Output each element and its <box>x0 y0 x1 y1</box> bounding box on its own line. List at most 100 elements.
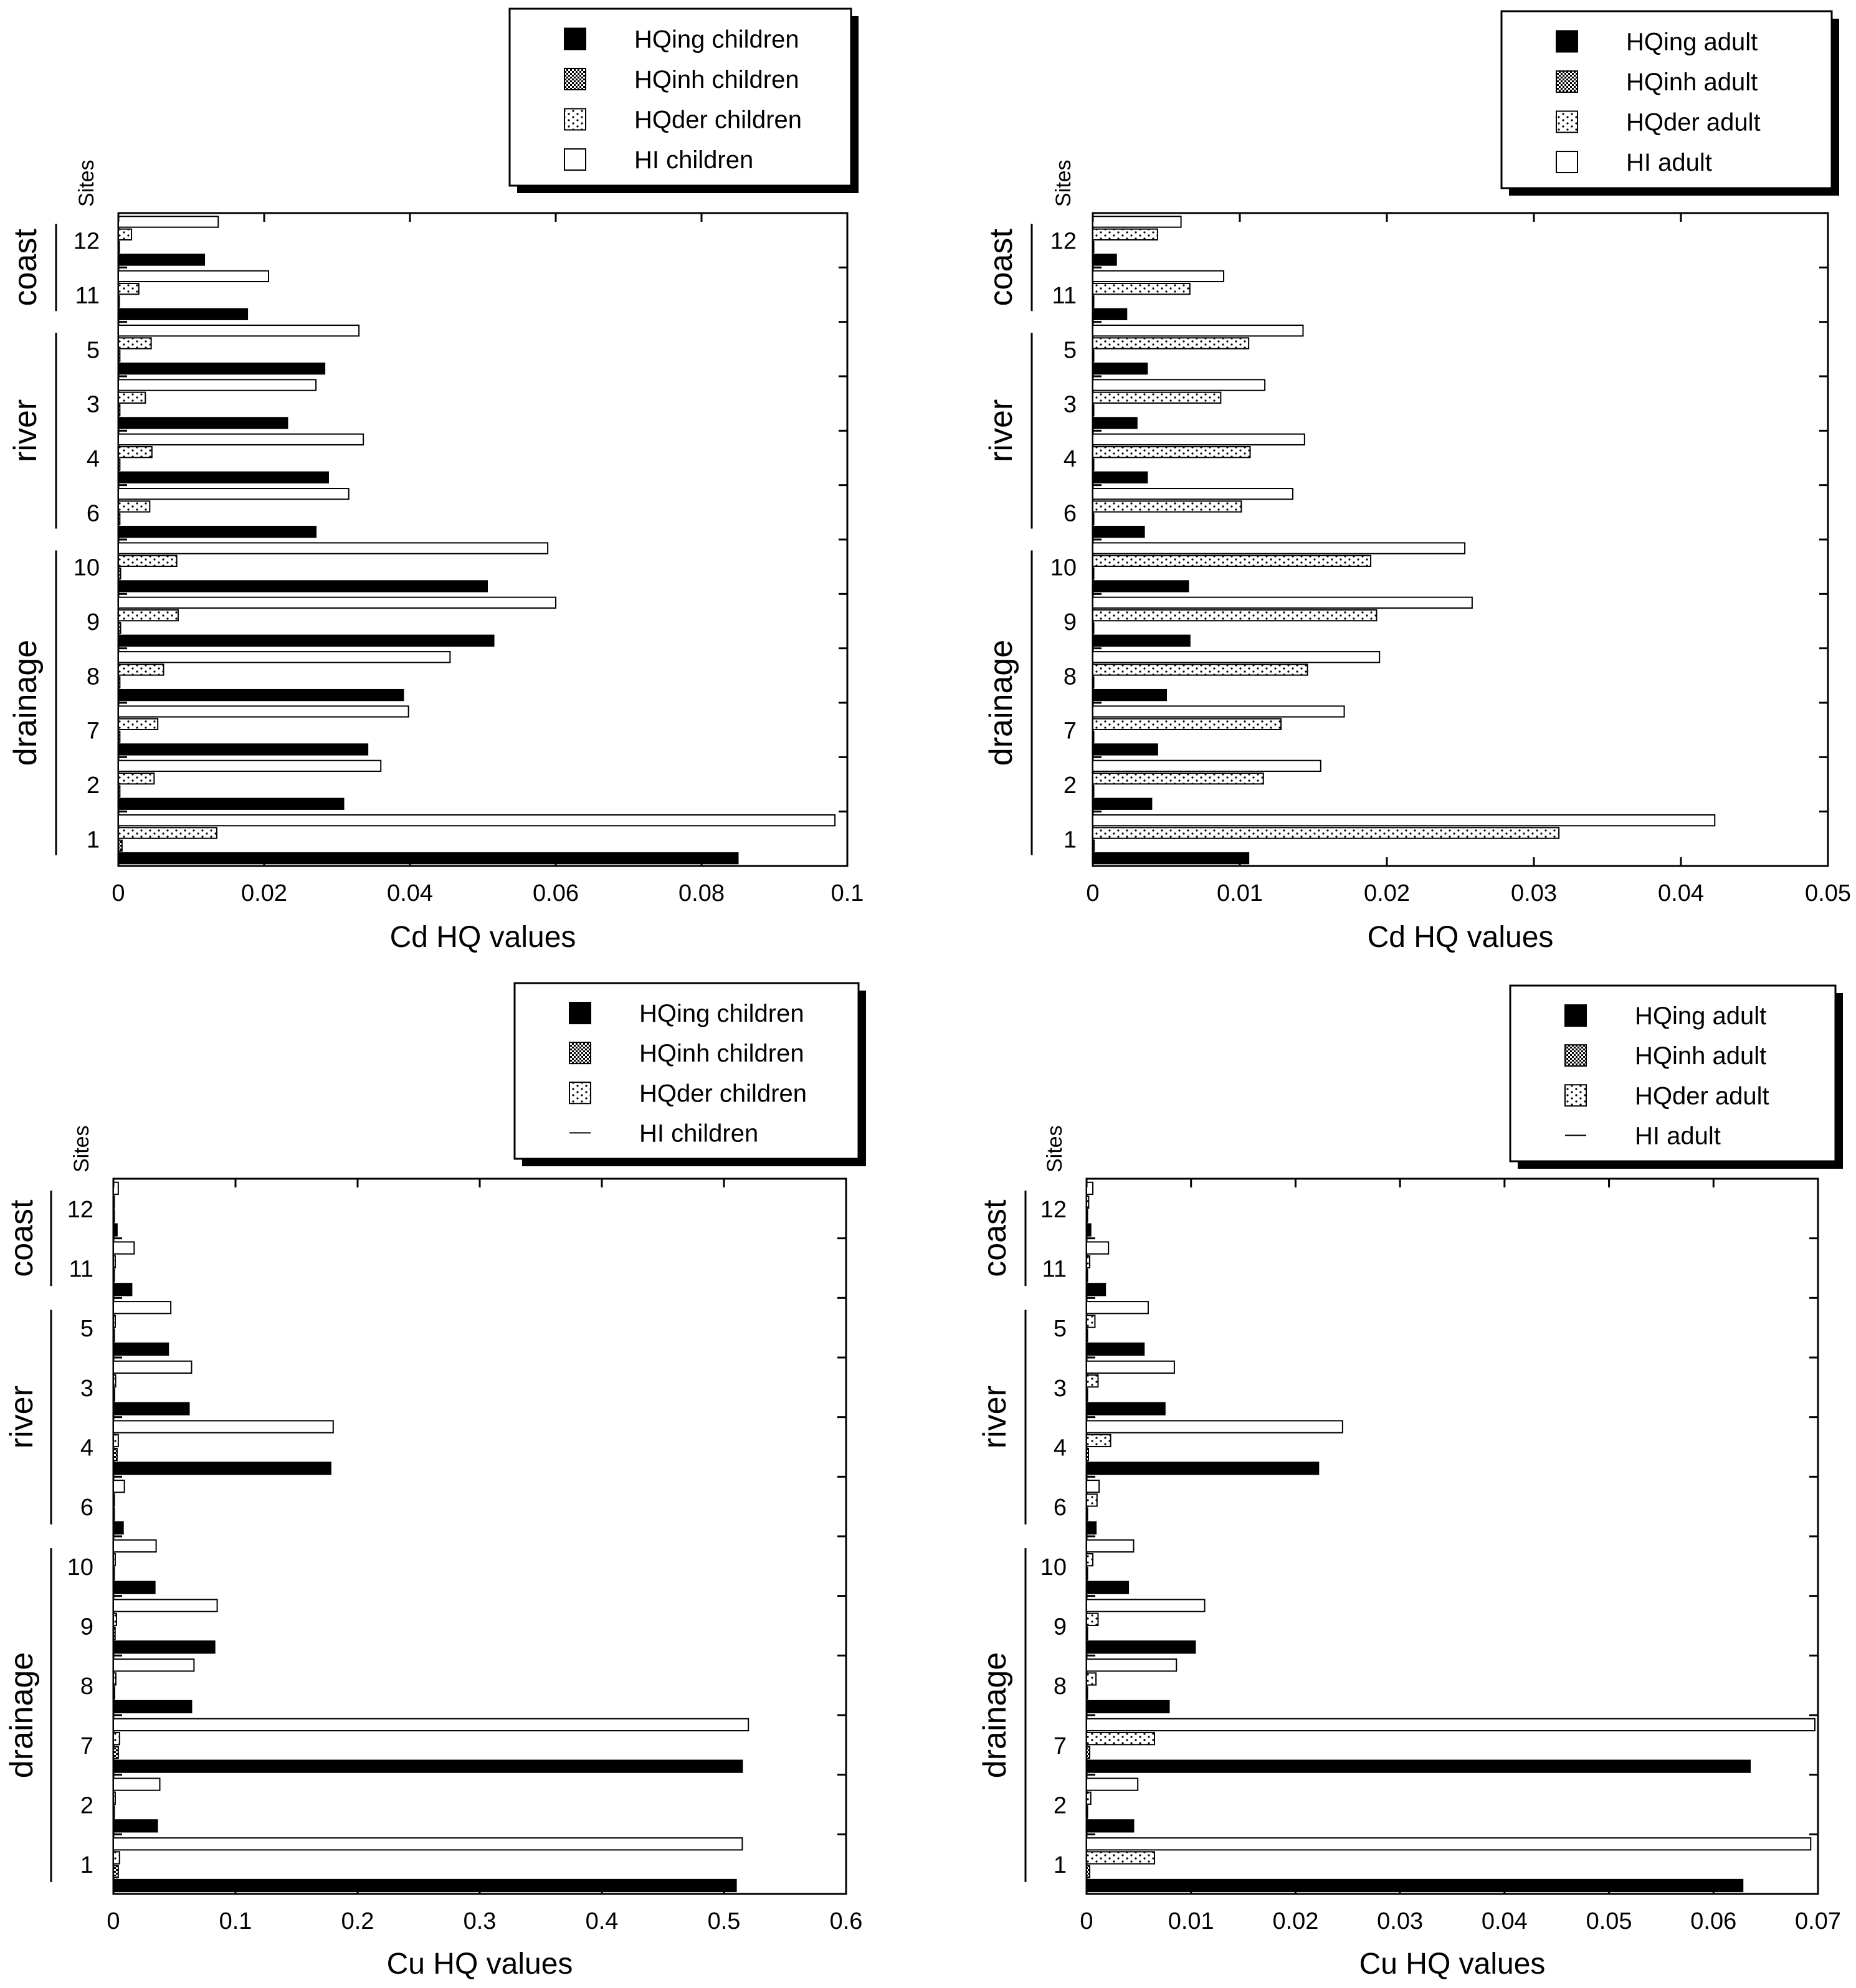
bar-dense-site-12 <box>1092 240 1095 254</box>
x-tick-label: 0.03 <box>1511 880 1557 906</box>
legend-label: HQing adult <box>1635 1002 1766 1030</box>
site-label-6: 6 <box>1054 1495 1067 1521</box>
bar-dense-site-6 <box>113 1507 115 1521</box>
bar-solid-site-4 <box>1086 1462 1320 1475</box>
site-label-5: 5 <box>80 1316 93 1342</box>
bar-dots-site-8 <box>1092 663 1308 676</box>
bar-solid-site-12 <box>1092 254 1117 266</box>
bar-solid-site-1 <box>1086 1878 1744 1893</box>
site-label-8: 8 <box>80 1673 93 1700</box>
bar-solid-site-2 <box>1086 1819 1135 1833</box>
bar-dots-site-6 <box>1086 1493 1098 1507</box>
bar-dense-site-10 <box>1092 567 1095 580</box>
bar-dots-site-2 <box>113 1791 116 1805</box>
x-axis-title: Cu HQ values <box>1359 1948 1546 1981</box>
legend-swatch-dots <box>569 1082 591 1105</box>
bar-solid-site-9 <box>1092 634 1191 647</box>
bar-dots-site-2 <box>118 773 155 785</box>
x-tick-label: 0.5 <box>708 1908 741 1934</box>
bar-dots-site-8 <box>118 663 164 676</box>
bar-dense-site-2 <box>1092 785 1095 797</box>
site-label-2: 2 <box>87 773 100 799</box>
bar-dense-site-9 <box>1086 1626 1088 1640</box>
bar-dense-site-12 <box>113 1209 115 1223</box>
bar-solid-site-11 <box>118 308 249 320</box>
x-tick-label: 0.4 <box>586 1908 619 1934</box>
bar-dots-site-12 <box>113 1196 115 1209</box>
bar-solid-site-11 <box>1092 308 1128 320</box>
bar-dots-site-9 <box>118 609 179 622</box>
site-label-8: 8 <box>87 663 100 690</box>
y-axis-title: Sites <box>1043 1125 1067 1172</box>
bar-dots-site-5 <box>1086 1315 1096 1328</box>
bar-dots-site-2 <box>1086 1791 1092 1805</box>
bar-dots-site-6 <box>1092 500 1242 513</box>
legend-label: HI adult <box>1626 149 1712 176</box>
bar-dots-site-11 <box>1092 283 1191 295</box>
bar-open-site-12 <box>1092 216 1182 228</box>
bar-solid-site-3 <box>1092 417 1138 429</box>
bar-dense-site-3 <box>113 1388 115 1402</box>
x-tick-label: 0.6 <box>830 1908 863 1934</box>
site-label-10: 10 <box>74 555 100 581</box>
bar-solid-site-1 <box>113 1878 737 1893</box>
x-tick-label: 0.06 <box>533 880 579 906</box>
bar-dots-site-9 <box>1092 609 1378 622</box>
x-axis-title: Cu HQ values <box>387 1948 573 1981</box>
site-label-4: 4 <box>87 446 100 472</box>
bar-solid-site-3 <box>118 417 288 429</box>
legend-swatch-dense <box>569 1042 591 1065</box>
bar-solid-site-10 <box>1092 580 1189 592</box>
site-label-11: 11 <box>69 1257 93 1283</box>
bar-open-site-7 <box>1086 1718 1816 1732</box>
bar-open-site-9 <box>113 1599 218 1612</box>
legend-label: HQinh children <box>639 1040 804 1067</box>
legend-swatch-solid <box>1556 30 1578 53</box>
site-label-9: 9 <box>80 1614 93 1640</box>
legend-label: HQder children <box>639 1080 807 1107</box>
bar-dense-site-9 <box>113 1626 116 1640</box>
bar-open-site-9 <box>1092 596 1473 609</box>
bar-dense-site-1 <box>118 839 123 852</box>
bar-open-site-1 <box>1092 814 1716 827</box>
site-label-12: 12 <box>74 229 100 255</box>
site-label-5: 5 <box>1064 337 1077 363</box>
site-label-12: 12 <box>1050 229 1077 255</box>
bar-open-site-7 <box>1092 705 1345 718</box>
site-label-2: 2 <box>1064 773 1077 799</box>
site-label-7: 7 <box>1064 718 1077 744</box>
bar-solid-site-2 <box>118 797 345 810</box>
x-tick-label: 0 <box>112 880 125 906</box>
bar-dots-site-7 <box>1086 1732 1156 1746</box>
bar-dots-site-10 <box>1086 1553 1094 1567</box>
bar-dense-site-4 <box>118 459 121 471</box>
bar-open-site-1 <box>113 1837 743 1851</box>
bar-dense-site-2 <box>1086 1805 1088 1819</box>
group-label-coast: coast <box>977 1199 1013 1277</box>
x-tick-label: 0 <box>107 1908 120 1934</box>
plot-frame <box>112 1177 847 1895</box>
x-tick-label: 0.08 <box>678 880 725 906</box>
bar-open-site-6 <box>118 488 350 500</box>
x-tick-label: 0.01 <box>1217 880 1263 906</box>
bar-dots-site-10 <box>113 1553 116 1567</box>
site-label-1: 1 <box>1054 1852 1067 1878</box>
bar-dots-site-12 <box>1092 228 1158 240</box>
bar-dense-site-1 <box>1086 1865 1091 1878</box>
bar-dots-site-5 <box>1092 337 1250 350</box>
bar-dense-site-2 <box>118 785 121 797</box>
bar-open-site-10 <box>1086 1539 1135 1553</box>
bar-solid-site-5 <box>1086 1342 1145 1356</box>
bar-solid-site-1 <box>118 852 739 865</box>
x-tick-label: 0.05 <box>1805 880 1851 906</box>
site-label-1: 1 <box>1064 827 1077 853</box>
bar-solid-site-8 <box>1092 688 1167 702</box>
site-label-7: 7 <box>87 718 100 744</box>
site-label-9: 9 <box>1054 1614 1067 1640</box>
bar-dense-site-3 <box>1086 1388 1088 1402</box>
bar-open-site-9 <box>118 596 556 609</box>
bar-open-site-7 <box>118 705 409 718</box>
legend-label: HQinh adult <box>1626 69 1758 96</box>
site-label-5: 5 <box>87 337 100 363</box>
